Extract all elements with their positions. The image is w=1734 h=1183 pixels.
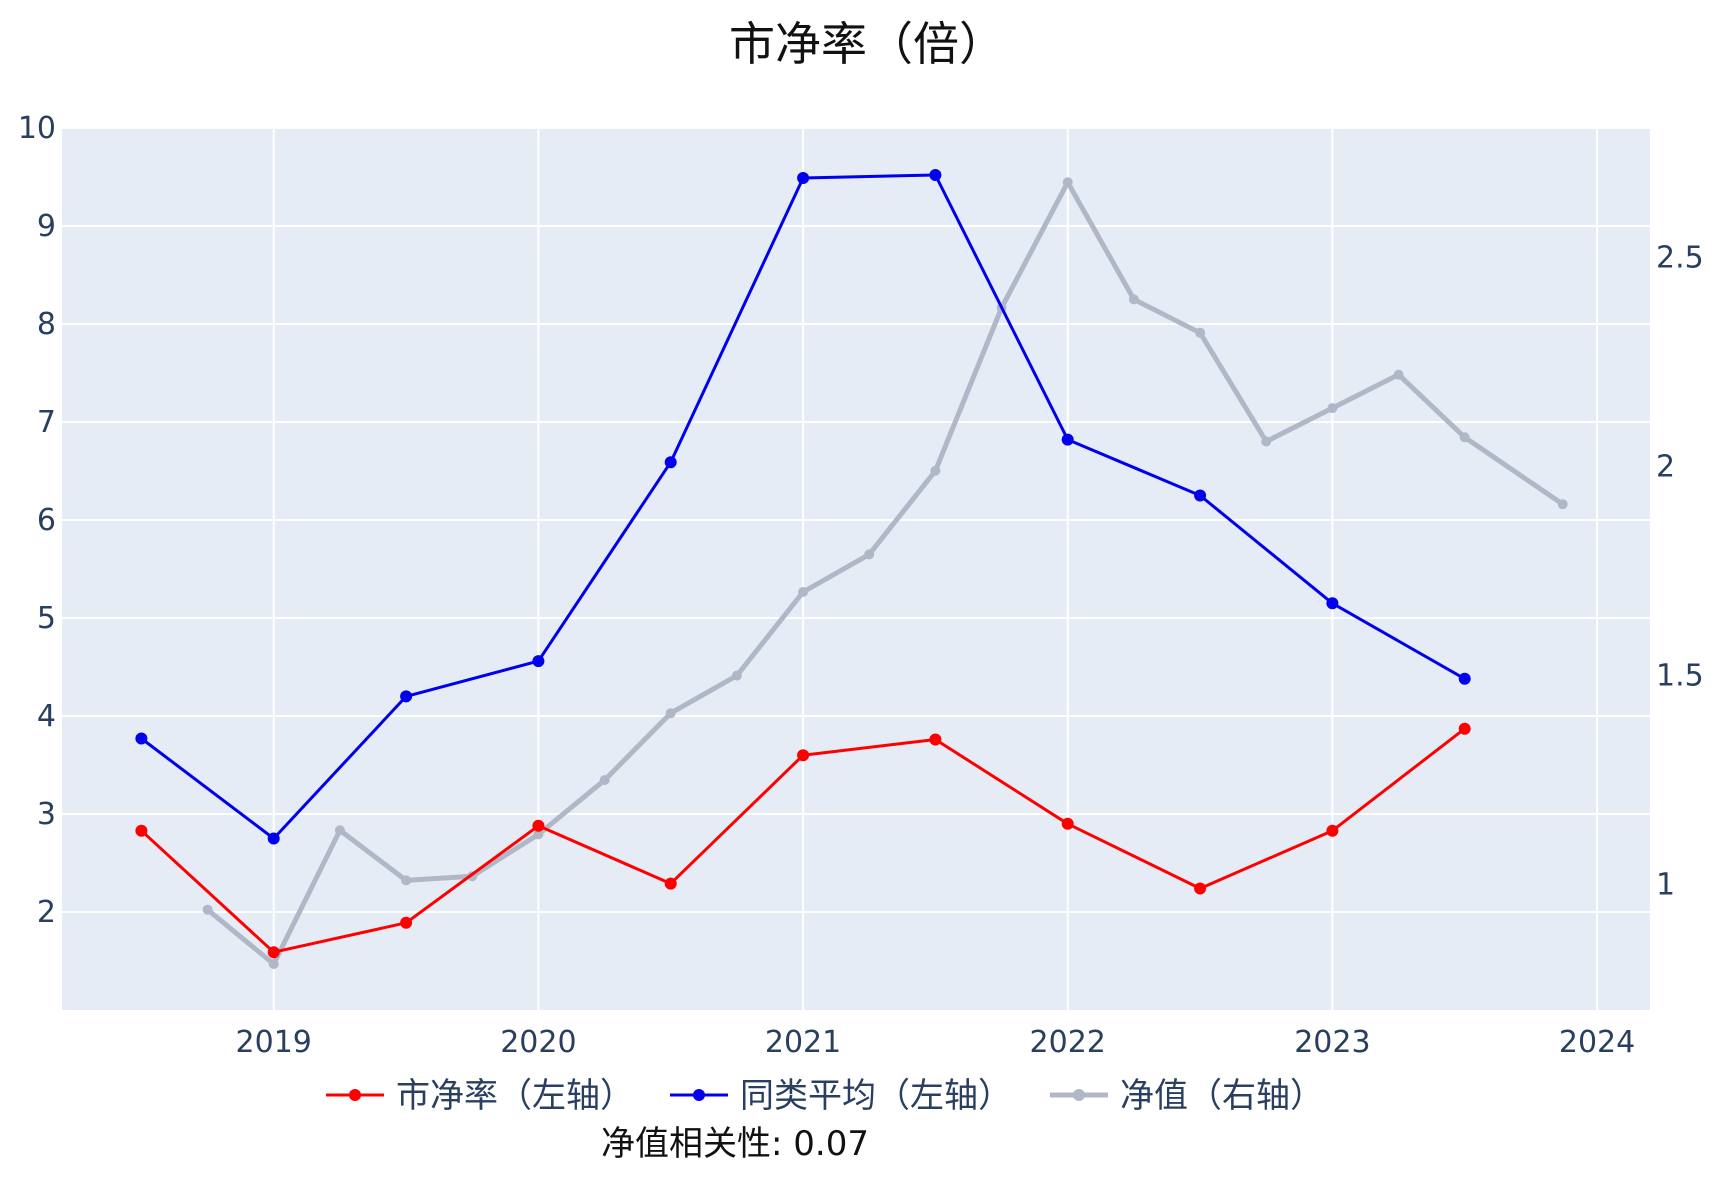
data-point	[1061, 433, 1074, 446]
chart-title: 市净率（倍）	[729, 17, 1005, 71]
legend-swatch-marker	[1073, 1089, 1085, 1101]
data-point	[135, 824, 148, 837]
legend-swatch-marker	[693, 1089, 705, 1101]
y-right-tick-label: 1.5	[1656, 659, 1704, 694]
y-left-tick-label: 5	[37, 601, 56, 636]
data-point	[1194, 489, 1207, 502]
data-point	[664, 877, 677, 890]
axes: 2019 2020 2021 2022 2023 2024 2 3 4 5 6 7 8 9 10 1 1.5 2 2…	[18, 111, 1704, 1060]
x-tick-label: 2021	[765, 1025, 841, 1060]
data-point	[1195, 327, 1206, 338]
data-point	[1128, 294, 1139, 305]
x-tick-label: 2020	[500, 1025, 576, 1060]
y-left-tick-label: 3	[37, 797, 56, 832]
x-tick-label: 2019	[236, 1025, 312, 1060]
data-point	[533, 829, 544, 840]
data-point	[929, 733, 942, 746]
data-point	[1326, 597, 1339, 610]
data-point	[1327, 403, 1338, 414]
data-point	[334, 825, 345, 836]
series-0	[135, 722, 1471, 959]
series	[135, 169, 1568, 969]
data-point	[929, 169, 942, 181]
legend-item: 同类平均（左轴）	[670, 1076, 1012, 1116]
data-point	[1326, 824, 1339, 837]
legend: 市净率（左轴） 同类平均（左轴） 净值（右轴）	[326, 1076, 1324, 1116]
data-point	[268, 959, 279, 969]
y-left-tick-label: 10	[18, 111, 56, 146]
y-left-tick-label: 2	[37, 895, 56, 930]
data-point	[1393, 369, 1404, 380]
data-point	[202, 904, 213, 915]
data-point	[930, 465, 941, 476]
plot-area	[62, 128, 1650, 1010]
data-point	[1458, 672, 1471, 685]
data-point	[400, 690, 413, 703]
data-point	[797, 172, 810, 184]
data-point	[1459, 432, 1470, 443]
data-point	[797, 749, 810, 762]
legend-item: 市净率（左轴）	[326, 1076, 634, 1116]
data-point	[267, 946, 280, 959]
legend-label: 同类平均（左轴）	[740, 1076, 1012, 1116]
data-point	[665, 708, 676, 719]
data-point	[1261, 436, 1272, 447]
y-left-tick-label: 7	[37, 405, 56, 440]
series-2	[202, 177, 1568, 969]
y-right-tick-label: 2.5	[1656, 241, 1704, 276]
y-right-tick-label: 1	[1656, 868, 1675, 903]
legend-label: 净值（右轴）	[1120, 1076, 1324, 1116]
x-tick-label: 2022	[1030, 1025, 1106, 1060]
data-point	[1458, 722, 1471, 735]
x-tick-label: 2023	[1294, 1025, 1370, 1060]
data-point	[1062, 177, 1073, 188]
data-point	[798, 587, 809, 597]
data-point	[401, 875, 412, 886]
data-point	[267, 832, 280, 845]
data-point	[1061, 817, 1074, 830]
data-point	[1194, 882, 1207, 895]
data-point	[400, 916, 413, 929]
legend-label: 市净率（左轴）	[396, 1076, 634, 1116]
x-tick-label: 2024	[1559, 1025, 1635, 1060]
y-left-tick-label: 8	[37, 307, 56, 342]
data-point	[731, 670, 742, 681]
data-point	[864, 549, 875, 560]
data-point	[532, 819, 545, 832]
data-point	[135, 732, 148, 745]
correlation-annotation: 净值相关性: 0.07	[601, 1124, 869, 1164]
y-left-tick-label: 9	[37, 209, 56, 244]
legend-swatch-marker	[349, 1089, 361, 1101]
y-right-tick-label: 2	[1656, 450, 1675, 485]
grid	[62, 127, 1650, 1010]
series-1	[135, 169, 1471, 845]
y-left-tick-label: 6	[37, 503, 56, 538]
legend-item: 净值（右轴）	[1050, 1076, 1324, 1116]
data-point	[599, 775, 610, 786]
data-point	[1557, 499, 1568, 510]
data-point	[532, 655, 545, 668]
data-point	[664, 456, 677, 469]
y-left-tick-label: 4	[37, 699, 56, 734]
